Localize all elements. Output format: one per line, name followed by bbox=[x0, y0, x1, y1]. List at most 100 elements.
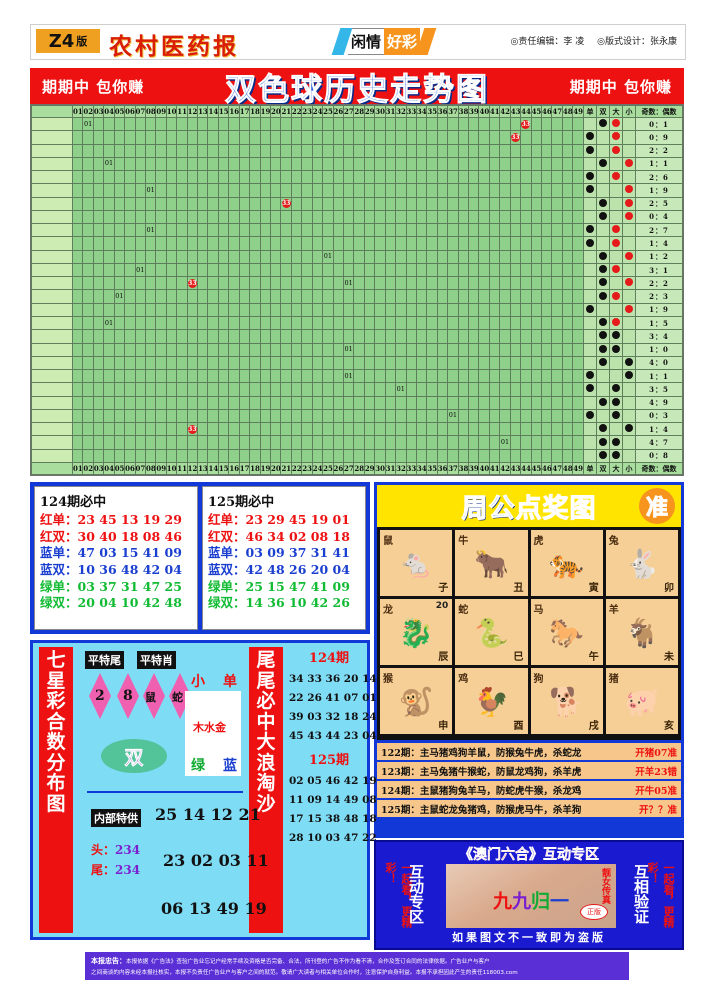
chart-cell[interactable] bbox=[311, 223, 324, 238]
chart-cell[interactable] bbox=[572, 408, 584, 424]
chart-cell[interactable] bbox=[342, 435, 355, 450]
chart-cell[interactable] bbox=[468, 209, 480, 225]
chart-cell[interactable] bbox=[395, 170, 407, 185]
chart-cell[interactable] bbox=[197, 329, 209, 344]
chart-cell[interactable] bbox=[436, 435, 449, 450]
chart-cell[interactable] bbox=[124, 249, 136, 264]
chart-cell[interactable]: 01 bbox=[103, 315, 115, 331]
chart-cell[interactable] bbox=[374, 276, 386, 291]
chart-cell[interactable] bbox=[103, 130, 115, 145]
chart-cell[interactable] bbox=[207, 369, 219, 384]
chart-cell[interactable] bbox=[509, 435, 522, 450]
chart-cell[interactable] bbox=[228, 355, 240, 371]
chart-cell[interactable] bbox=[499, 143, 511, 158]
chart-cell[interactable] bbox=[165, 236, 178, 251]
chart-cell[interactable] bbox=[82, 143, 94, 158]
zodiac-cell[interactable]: 兔 🐇 卯 bbox=[605, 530, 678, 596]
chart-cell[interactable] bbox=[436, 143, 449, 158]
chart-cell[interactable] bbox=[186, 116, 199, 132]
chart-cell[interactable]: 01 bbox=[499, 435, 511, 450]
chart-cell[interactable] bbox=[176, 315, 188, 331]
chart-cell[interactable] bbox=[186, 355, 199, 371]
chart-cell[interactable] bbox=[540, 170, 553, 185]
chart-cell[interactable] bbox=[520, 382, 532, 397]
chart-cell[interactable] bbox=[269, 369, 282, 384]
chart-cell[interactable] bbox=[134, 302, 146, 317]
chart-cell[interactable] bbox=[228, 289, 240, 304]
chart-cell[interactable] bbox=[228, 329, 240, 344]
chart-cell[interactable] bbox=[134, 408, 146, 424]
chart-cell[interactable] bbox=[530, 209, 543, 225]
chart-cell[interactable] bbox=[572, 170, 584, 185]
chart-cell[interactable] bbox=[269, 262, 282, 278]
chart-cell[interactable] bbox=[540, 369, 553, 384]
chart-cell[interactable] bbox=[509, 116, 522, 132]
chart-cell[interactable] bbox=[426, 143, 438, 158]
chart-cell[interactable] bbox=[384, 435, 397, 450]
chart-cell[interactable] bbox=[124, 408, 136, 424]
chart-cell[interactable] bbox=[113, 223, 126, 238]
chart-cell[interactable] bbox=[530, 355, 543, 371]
chart-cell[interactable] bbox=[290, 196, 303, 211]
chart-cell[interactable] bbox=[468, 289, 480, 304]
chart-cell[interactable] bbox=[530, 289, 543, 304]
chart-cell[interactable]: 01 bbox=[342, 342, 355, 357]
chart-cell[interactable] bbox=[540, 143, 553, 158]
chart-cell[interactable] bbox=[217, 183, 230, 198]
chart-cell[interactable] bbox=[415, 143, 428, 158]
chart-cell[interactable]: 01 bbox=[144, 183, 157, 198]
chart-cell[interactable] bbox=[269, 276, 282, 291]
chart-cell[interactable] bbox=[301, 223, 313, 238]
chart-cell[interactable] bbox=[540, 408, 553, 424]
chart-cell[interactable] bbox=[71, 435, 84, 450]
chart-cell[interactable] bbox=[124, 262, 136, 278]
chart-cell[interactable] bbox=[144, 276, 157, 291]
chart-cell[interactable] bbox=[332, 422, 344, 437]
chart-cell[interactable] bbox=[488, 143, 501, 158]
chart-cell[interactable] bbox=[561, 382, 574, 397]
chart-cell[interactable] bbox=[176, 196, 188, 211]
chart-cell[interactable] bbox=[322, 435, 334, 450]
chart-cell[interactable] bbox=[363, 223, 376, 238]
chart-cell[interactable] bbox=[405, 315, 417, 331]
chart-cell[interactable] bbox=[530, 369, 543, 384]
chart-cell[interactable] bbox=[301, 236, 313, 251]
chart-cell[interactable] bbox=[415, 355, 428, 371]
chart-cell[interactable] bbox=[478, 342, 490, 357]
chart-cell[interactable] bbox=[249, 236, 261, 251]
zodiac-cell[interactable]: 猴 🐒 申 bbox=[380, 668, 453, 734]
chart-cell[interactable] bbox=[415, 302, 428, 317]
chart-cell[interactable] bbox=[124, 116, 136, 132]
chart-cell[interactable] bbox=[540, 422, 553, 437]
chart-cell[interactable] bbox=[238, 143, 251, 158]
chart-cell[interactable] bbox=[520, 209, 532, 225]
chart-cell[interactable] bbox=[92, 329, 105, 344]
chart-cell[interactable] bbox=[82, 276, 94, 291]
chart-cell[interactable] bbox=[561, 448, 574, 464]
chart-cell[interactable] bbox=[551, 209, 563, 225]
chart-cell[interactable] bbox=[499, 116, 511, 132]
chart-cell[interactable] bbox=[311, 342, 324, 357]
chart-cell[interactable] bbox=[228, 382, 240, 397]
chart-cell[interactable] bbox=[155, 355, 167, 371]
chart-cell[interactable] bbox=[457, 342, 470, 357]
chart-cell[interactable] bbox=[103, 289, 115, 304]
chart-cell[interactable] bbox=[290, 143, 303, 158]
chart-cell[interactable] bbox=[426, 130, 438, 145]
zodiac-cell[interactable]: 鼠 🐁 子 bbox=[380, 530, 453, 596]
chart-cell[interactable] bbox=[478, 448, 490, 464]
chart-cell[interactable] bbox=[572, 342, 584, 357]
chart-cell[interactable] bbox=[269, 329, 282, 344]
chart-cell[interactable] bbox=[197, 448, 209, 464]
chart-cell[interactable] bbox=[468, 223, 480, 238]
chart-cell[interactable] bbox=[447, 369, 459, 384]
chart-cell[interactable] bbox=[499, 329, 511, 344]
chart-cell[interactable] bbox=[509, 369, 522, 384]
chart-cell[interactable]: 01 bbox=[113, 289, 126, 304]
chart-cell[interactable] bbox=[228, 422, 240, 437]
chart-cell[interactable] bbox=[301, 329, 313, 344]
chart-cell[interactable] bbox=[103, 369, 115, 384]
chart-cell[interactable] bbox=[280, 408, 292, 424]
chart-cell[interactable] bbox=[134, 289, 146, 304]
chart-cell[interactable] bbox=[186, 448, 199, 464]
